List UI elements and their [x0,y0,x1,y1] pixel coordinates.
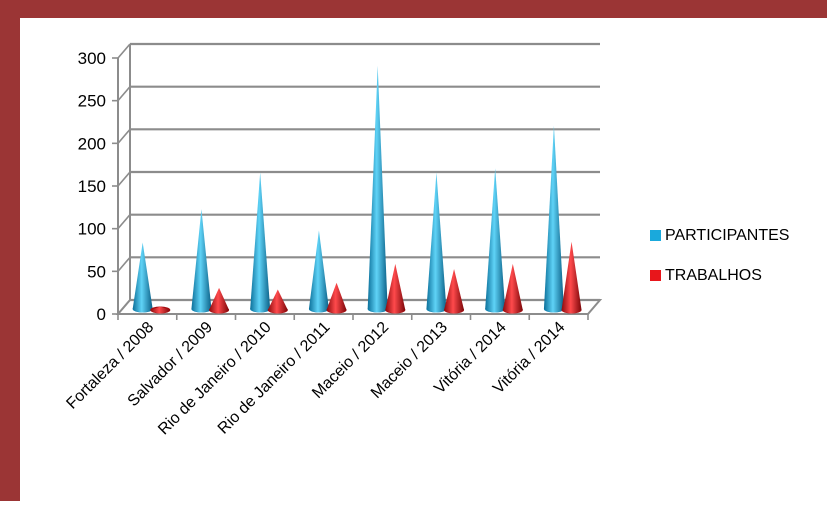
legend: PARTICIPANTES TRABALHOS [650,227,789,284]
trabalhos-cone [267,289,288,314]
participantes-cone [191,209,212,313]
gridline-side [117,43,131,59]
cone-body [150,306,171,314]
cone-body [209,287,230,314]
x-tick-label: Rio de Janeiro / 2010 [155,319,275,439]
y-tick-label: 50 [87,262,106,281]
frame-top-border [0,0,827,18]
participantes-cone [367,65,388,313]
cone-body [308,230,329,313]
cone-body [250,172,271,313]
participantes-cone [485,168,506,313]
cone-body [385,263,406,314]
cone-body [267,289,288,314]
trabalhos-cone [385,263,406,314]
cone-body [326,282,347,314]
y-tick-label: 100 [78,220,106,239]
gridline-side [117,86,131,102]
floor [115,299,603,315]
participantes-cone [250,172,271,313]
cone-body [367,65,388,313]
trabalhos-cone [502,263,523,314]
y-tick-label: 200 [78,134,106,153]
trabalhos-cone [561,241,582,314]
trabalhos-cone [326,282,347,314]
cone-body [444,269,465,314]
frame-left-border [0,0,20,501]
cone-body [543,125,564,313]
trabalhos-cone [209,287,230,314]
participantes-cone [308,230,329,313]
trabalhos-cone [444,269,465,314]
legend-swatch [650,270,661,281]
cone-body [502,263,523,314]
y-tick-label: 300 [78,49,106,68]
participantes-cone [543,125,564,313]
cone-body [485,168,506,313]
legend-swatch [650,230,661,241]
cone-body [132,242,153,313]
x-tick-label: Rio de Janeiro / 2011 [215,319,334,438]
y-tick-label: 150 [78,177,106,196]
trabalhos-cone [150,306,171,314]
gridline-side [117,214,131,230]
y-tick-label: 250 [78,92,106,111]
cone-body [191,209,212,313]
participantes-cone [426,172,447,313]
participantes-cone [132,242,153,313]
gridline-side [117,128,131,144]
legend-label: TRABALHOS [665,267,762,284]
y-tick-label: 0 [97,305,106,324]
cone-body [561,241,582,314]
cone-body [426,172,447,313]
gridline-side [117,171,131,187]
legend-label: PARTICIPANTES [665,227,789,244]
gridline-side [117,256,131,272]
